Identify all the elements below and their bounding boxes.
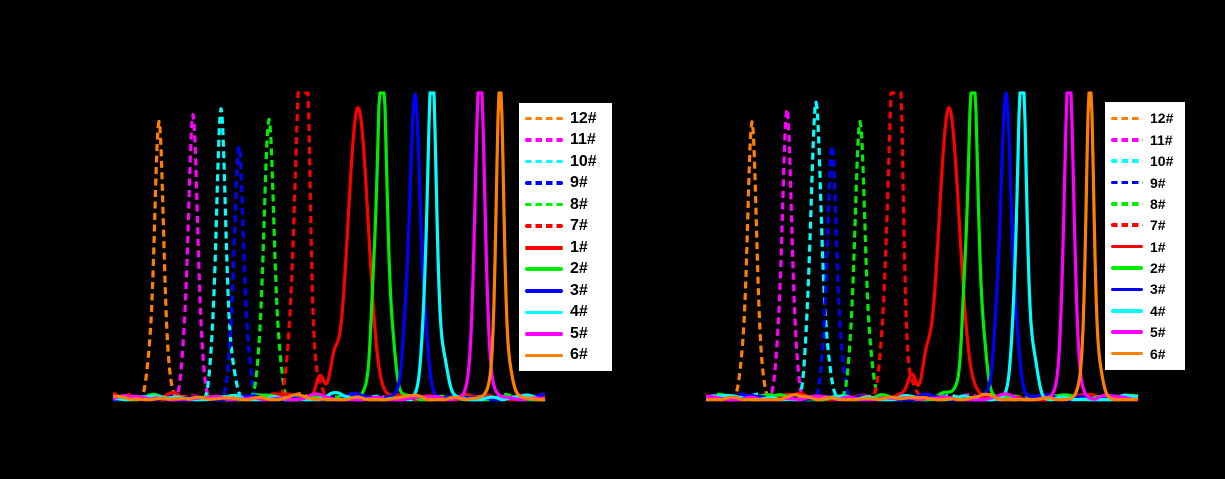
legend: 12# 11# 10# 9# 8# 7# 1# 2# 3# 4# 5# 6# [518,102,613,372]
solid-line-sample-icon [525,310,563,315]
dashed-line-sample-icon [1111,137,1143,142]
legend-label: 2# [1150,260,1166,276]
legend-label: 8# [570,195,588,213]
solid-line-sample-icon [525,353,563,358]
legend-item-10: 10# [1111,154,1185,168]
legend-label: 6# [570,346,588,364]
legend-item-3: 3# [525,281,612,299]
dashed-line-sample-icon [525,224,563,228]
legend-label: 3# [570,281,588,299]
legend-label: 4# [570,303,588,321]
legend-label: 1# [1150,238,1166,255]
legend-label: 3# [1150,281,1166,298]
legend-item-11: 11# [1111,133,1185,147]
legend-item-9: 9# [525,175,612,191]
series-line-5 [706,91,1139,402]
dashed-line-sample-icon [1111,223,1143,228]
legend-item-8: 8# [1111,197,1185,211]
dashed-line-sample-icon [1111,202,1143,206]
dashed-line-sample-icon [525,181,563,185]
dashed-line-sample-icon [525,116,563,121]
solid-line-sample-icon [525,288,563,293]
legend-item-6: 6# [525,347,612,363]
legend-label: 1# [570,238,588,256]
solid-line-sample-icon [525,267,563,272]
chart-canvas-left [113,91,546,402]
dashed-line-sample-icon [1111,180,1143,185]
legend-label: 8# [1150,195,1166,212]
legend-item-10: 10# [525,152,612,170]
legend-label: 7# [570,217,588,235]
legend-item-11: 11# [525,132,612,148]
solid-line-sample-icon [1111,351,1143,356]
legend-label: 2# [570,260,588,278]
dashed-line-sample-icon [525,159,563,164]
dashed-line-sample-icon [525,138,563,142]
legend-item-8: 8# [525,195,612,213]
legend-item-7: 7# [1111,218,1185,232]
solid-line-sample-icon [1111,266,1143,270]
legend-item-1: 1# [1111,240,1185,254]
legend-item-2: 2# [525,261,612,277]
solid-line-sample-icon [525,332,563,336]
solid-line-sample-icon [525,245,563,250]
legend-label: 12# [1150,110,1174,127]
legend-item-6: 6# [1111,347,1185,361]
solid-line-sample-icon [1111,287,1143,292]
legend-label: 7# [1150,217,1166,234]
legend-label: 9# [570,174,588,192]
legend-item-12: 12# [1111,111,1185,125]
legend-label: 10# [1150,153,1174,170]
series-line-6 [113,91,546,402]
solid-line-sample-icon [1111,244,1143,249]
dashed-line-sample-icon [525,202,563,207]
solid-line-sample-icon [1111,330,1143,334]
legend-label: 11# [1150,131,1173,148]
legend-label: 9# [1150,174,1166,191]
legend-item-3: 3# [1111,282,1185,296]
chart-canvas-right [706,91,1139,402]
legend-label: 10# [570,152,597,170]
legend-item-4: 4# [525,304,612,320]
dashed-line-sample-icon [1111,116,1143,121]
dashed-line-sample-icon [1111,159,1143,163]
series-line-6 [706,91,1139,402]
legend: 12# 11# 10# 9# 8# 7# 1# 2# 3# 4# 5# 6# [1104,101,1186,371]
legend-item-2: 2# [1111,261,1185,275]
legend-label: 4# [1150,302,1166,319]
legend-item-5: 5# [1111,325,1185,339]
legend-item-12: 12# [525,109,612,127]
legend-label: 11# [570,131,596,149]
legend-label: 12# [570,109,597,127]
legend-item-4: 4# [1111,304,1185,318]
legend-item-1: 1# [525,238,612,256]
legend-item-7: 7# [525,218,612,234]
legend-item-5: 5# [525,324,612,342]
legend-label: 5# [570,324,588,342]
solid-line-sample-icon [1111,308,1143,313]
legend-label: 6# [1150,345,1166,362]
legend-item-9: 9# [1111,176,1185,190]
legend-label: 5# [1150,324,1166,341]
